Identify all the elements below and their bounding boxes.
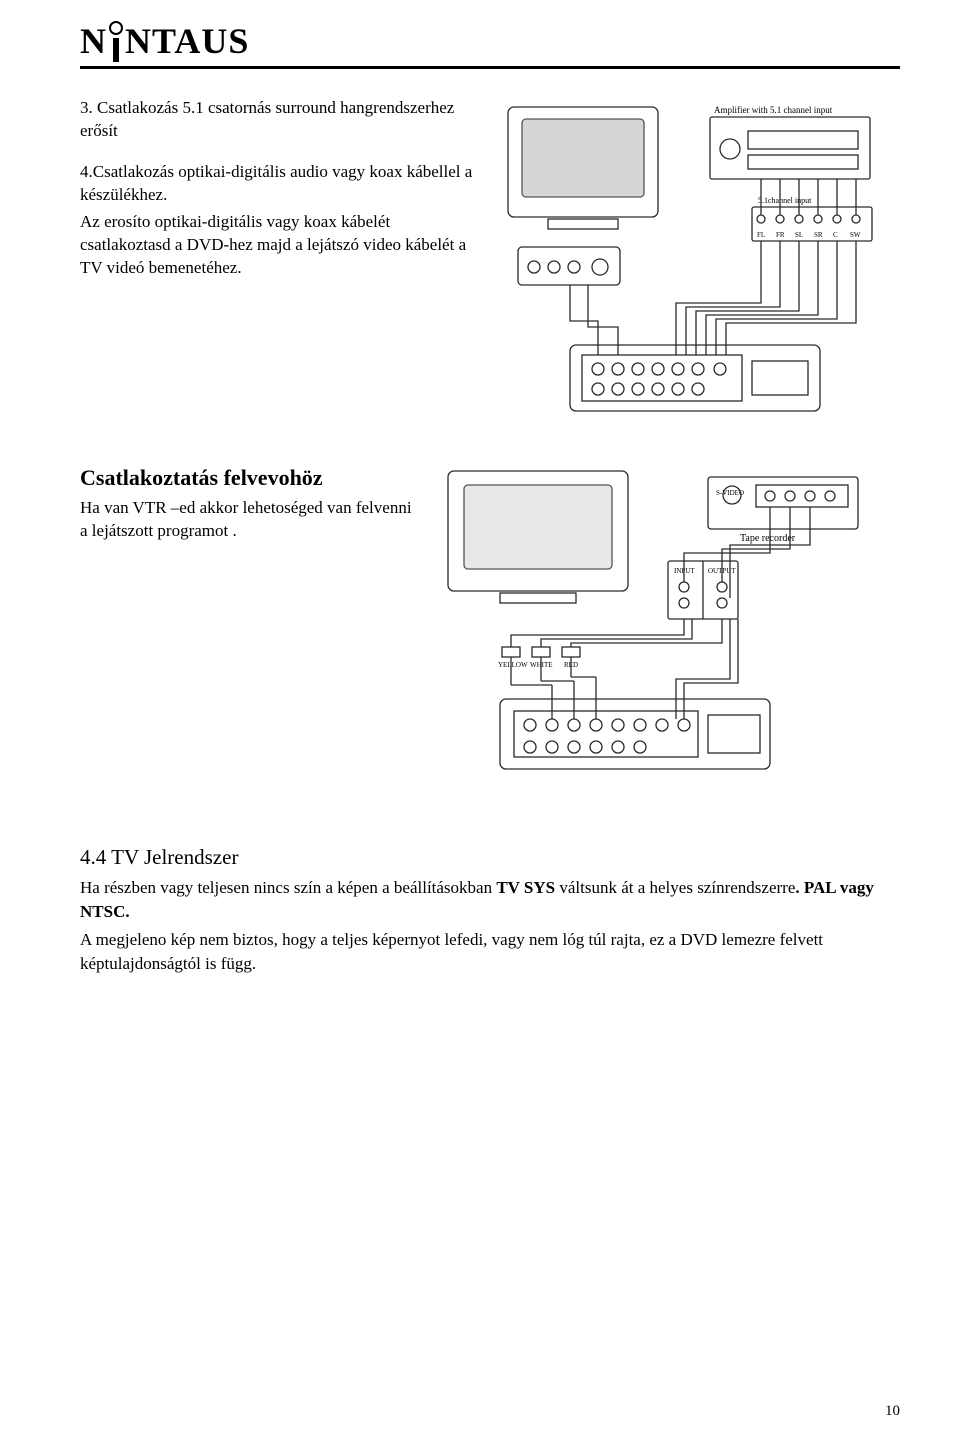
text-bold: TV SYS [496,878,555,897]
section-tv-system: 4.4 TV Jelrendszer Ha részben vagy telje… [80,843,900,976]
text-run: Ha részben vagy teljesen nincs szín a ké… [80,878,496,897]
paragraph: Ha részben vagy teljesen nincs szín a ké… [80,876,900,924]
svg-text:YELLOW: YELLOW [498,661,528,669]
brand-letter: N [80,20,107,62]
paragraph: Ha van VTR –ed akkor lehetoséged van fel… [80,497,420,543]
heading-tvsys: 4.4 TV Jelrendszer [80,843,900,872]
svg-text:FL: FL [757,231,765,239]
brand-header: N NTAUS [80,20,900,69]
section-recorder-connection: Csatlakoztatás felvevohöz Ha van VTR –ed… [80,463,900,783]
heading-3: 3. Csatlakozás 5.1 csatornás surround ha… [80,97,480,143]
figure-column: S-VIDEO Tape recorder INPUT OUTPUT [440,463,900,783]
svg-text:SL: SL [795,231,803,239]
paragraph: Az erosíto optikai-digitális vagy koax k… [80,211,480,280]
text-column: Csatlakoztatás felvevohöz Ha van VTR –ed… [80,463,420,547]
figure-column: Amplifier with 5.1 channel input 5.1chan… [500,97,900,427]
brand-logo: N NTAUS [80,20,900,62]
svg-text:C: C [833,231,838,239]
ch-input-label: 5.1channel input [758,196,812,205]
wiring-diagram-amp-icon: Amplifier with 5.1 channel input 5.1chan… [500,97,880,427]
section-amp-connection: 3. Csatlakozás 5.1 csatornás surround ha… [80,97,900,427]
page-number: 10 [885,1403,900,1420]
text-column: 3. Csatlakozás 5.1 csatornás surround ha… [80,97,480,284]
svg-text:SR: SR [814,231,823,239]
heading-recorder: Csatlakoztatás felvevohöz [80,463,420,493]
amp-label: Amplifier with 5.1 channel input [714,105,833,115]
recorder-label: Tape recorder [740,533,796,544]
svg-text:FR: FR [776,231,785,239]
text-run: váltsunk át a helyes színrendszerre [555,878,795,897]
document-page: N NTAUS 3. Csatlakozás 5.1 csatornás sur… [0,0,960,1442]
svg-text:SW: SW [850,231,861,239]
brand-dotted-i-icon [109,21,123,62]
paragraph: 4.Csatlakozás optikai-digitális audio va… [80,161,480,207]
wiring-diagram-recorder-icon: S-VIDEO Tape recorder INPUT OUTPUT [440,463,870,783]
paragraph: A megjeleno kép nem biztos, hogy a telje… [80,928,900,976]
brand-letters: NTAUS [125,20,249,62]
svg-text:S-VIDEO: S-VIDEO [716,489,744,497]
svg-text:INPUT: INPUT [674,567,695,575]
